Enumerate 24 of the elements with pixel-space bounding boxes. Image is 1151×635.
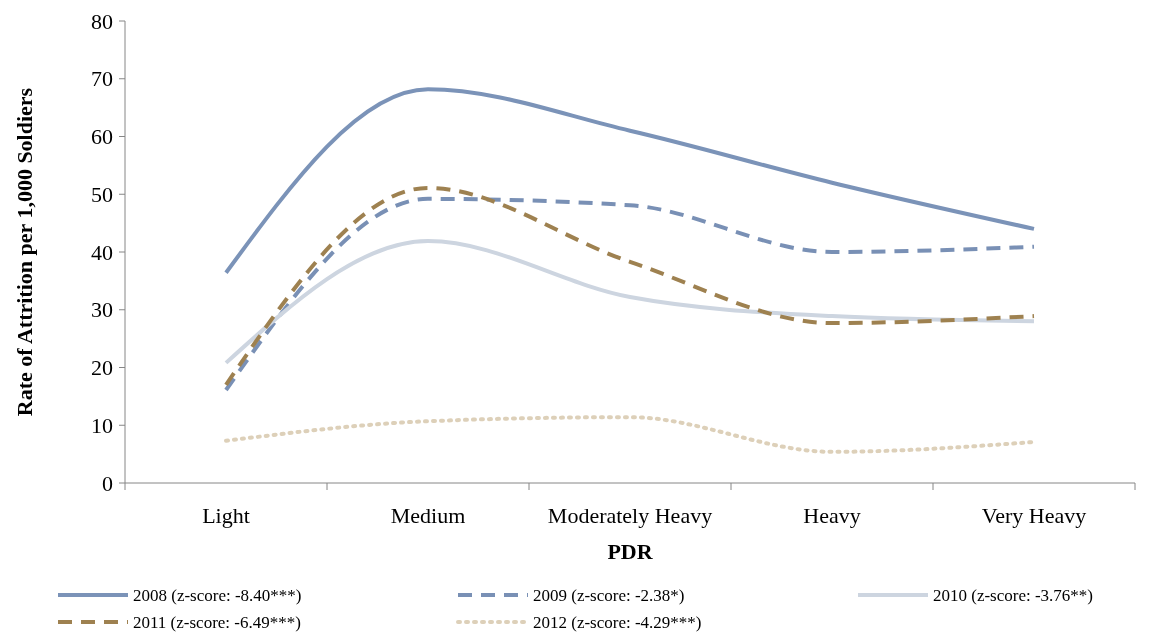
y-tick-label: 60 <box>91 124 113 150</box>
line-series <box>224 415 1036 454</box>
legend-label: 2012 (z-score: -4.29***) <box>533 612 702 632</box>
x-axis-title: PDR <box>607 539 654 564</box>
x-tick-label: Heavy <box>803 503 861 528</box>
x-tick-label: Moderately Heavy <box>547 503 713 528</box>
y-tick-label: 40 <box>91 239 113 265</box>
line-series <box>224 87 1036 275</box>
y-axis-title: Rate of Attrition per 1,000 Soldiers <box>12 87 37 417</box>
legend-label: 2008 (z-score: -8.40***) <box>133 585 302 605</box>
y-tick-label: 50 <box>91 181 113 207</box>
y-tick-label: 10 <box>91 412 113 438</box>
y-tick-label: 80 <box>91 8 113 34</box>
line-series <box>224 239 1036 365</box>
legend-label: 2011 (z-score: -6.49***) <box>133 612 301 632</box>
x-tick-label: Medium <box>390 503 466 528</box>
x-tick-label: Very Heavy <box>981 503 1087 528</box>
x-tick-label: Light <box>202 503 250 528</box>
legend-label: 2009 (z-score: -2.38*) <box>533 585 685 605</box>
y-tick-label: 30 <box>91 297 113 323</box>
y-tick-label: 0 <box>102 470 113 496</box>
y-tick-label: 20 <box>91 355 113 381</box>
legend-label: 2010 (z-score: -3.76**) <box>933 585 1094 605</box>
y-tick-label: 70 <box>91 66 113 92</box>
